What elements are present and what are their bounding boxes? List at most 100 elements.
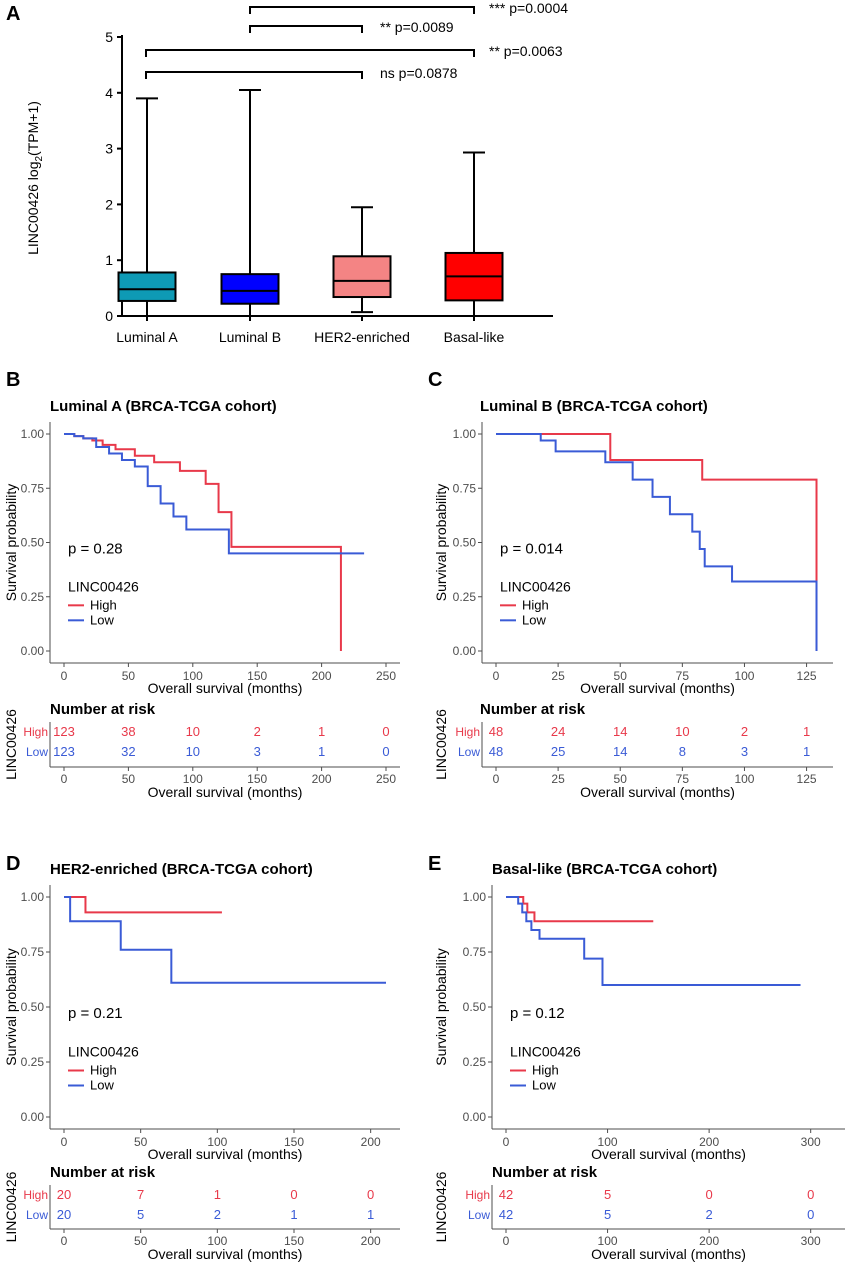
y-tick-label: 0.75: [21, 481, 45, 495]
risk-value: 0: [382, 724, 389, 739]
box-2: [220, 273, 280, 305]
risk-value: 1: [318, 724, 325, 739]
risk-x-tick-label: 50: [134, 1234, 148, 1248]
risk-value: 2: [254, 724, 261, 739]
y-axis-label: LINC00426 log2(TPM+1): [25, 101, 45, 255]
significance-bracket: [249, 25, 363, 33]
risk-table-title: Number at risk: [50, 701, 156, 718]
panel-letter-c: C: [428, 369, 442, 391]
x-tick-label: 100: [734, 669, 754, 683]
risk-table-title: Number at risk: [50, 1164, 156, 1181]
y-tick-label: 3: [105, 141, 113, 157]
risk-y-axis-label: LINC00426: [433, 709, 449, 780]
risk-x-tick-label: 0: [61, 1234, 68, 1248]
risk-x-tick-label: 0: [61, 772, 68, 786]
y-tick-label: 0.50: [21, 1000, 45, 1014]
x-tick-label: 250: [376, 669, 396, 683]
panel-letter-a: A: [6, 3, 20, 25]
risk-group-label-high: High: [23, 1188, 48, 1202]
risk-value: 20: [57, 1187, 71, 1202]
risk-value: 0: [706, 1187, 713, 1202]
y-tick-label: 0.75: [21, 945, 45, 959]
risk-y-axis-label: LINC00426: [433, 1171, 449, 1242]
risk-value: 1: [318, 744, 325, 759]
y-axis-label-sub: 2: [34, 156, 45, 162]
panel-letter-b: B: [6, 369, 20, 391]
risk-x-tick-label: 75: [676, 772, 690, 786]
y-tick-label: 0.50: [453, 536, 477, 550]
x-tick-label: 150: [247, 669, 267, 683]
y-tick-label: 0.00: [21, 644, 45, 658]
x-tick-label: 50: [122, 669, 136, 683]
y-tick-label: 1.00: [21, 427, 45, 441]
significance-label: ** p=0.0063: [489, 43, 563, 59]
risk-value: 0: [367, 1187, 374, 1202]
x-tick-label: 100: [207, 1135, 227, 1149]
y-tick-label: 0.00: [21, 1110, 45, 1124]
x-tick-label: 50: [134, 1135, 148, 1149]
legend-label-low: Low: [522, 612, 546, 627]
y-tick-label: 0.25: [21, 1055, 45, 1069]
x-tick-label: 75: [676, 669, 690, 683]
risk-value: 1: [803, 744, 810, 759]
x-axis-label: Overall survival (months): [148, 680, 303, 696]
risk-table-title: Number at risk: [492, 1164, 598, 1181]
risk-value: 0: [382, 744, 389, 759]
risk-value: 123: [53, 724, 75, 739]
km-panel-e: Basal-like (BRCA-TCGA cohort) 0.00 0.25 0.5…: [433, 861, 845, 1262]
risk-x-tick-label: 200: [361, 1234, 381, 1248]
p-value-label: p = 0.28: [68, 540, 123, 557]
risk-x-tick-label: 250: [376, 772, 396, 786]
risk-group-label-high: High: [465, 1188, 490, 1202]
risk-value: 10: [675, 724, 689, 739]
x-tick-label: Luminal B: [219, 329, 281, 345]
risk-value: 123: [53, 744, 75, 759]
significance-label: *** p=0.0004: [489, 0, 568, 16]
x-tick-label: 0: [61, 669, 68, 683]
p-value-label: p = 0.014: [500, 540, 563, 557]
risk-value: 0: [290, 1187, 297, 1202]
risk-value: 1: [290, 1207, 297, 1222]
x-tick-label: 100: [598, 1135, 618, 1149]
legend-label-low: Low: [532, 1078, 556, 1093]
risk-x-tick-label: 100: [183, 772, 203, 786]
risk-x-tick-label: 100: [734, 772, 754, 786]
risk-value: 5: [604, 1187, 611, 1202]
legend-label-high: High: [532, 1063, 559, 1078]
risk-value: 14: [613, 724, 627, 739]
risk-value: 32: [121, 744, 135, 759]
legend-label-high: High: [90, 1063, 117, 1078]
risk-value: 25: [551, 744, 565, 759]
risk-value: 8: [679, 744, 686, 759]
panel-title: Luminal A (BRCA-TCGA cohort): [50, 398, 277, 415]
risk-x-tick-label: 50: [614, 772, 628, 786]
risk-value: 2: [214, 1207, 221, 1222]
risk-value: 0: [807, 1207, 814, 1222]
risk-x-tick-label: 100: [598, 1234, 618, 1248]
risk-value: 3: [741, 744, 748, 759]
risk-x-tick-label: 150: [284, 1234, 304, 1248]
x-tick-label: 100: [183, 669, 203, 683]
risk-x-tick-label: 0: [493, 772, 500, 786]
x-axis-label: Overall survival (months): [148, 1146, 303, 1162]
risk-x-tick-label: 200: [312, 772, 332, 786]
x-tick-label: 300: [801, 1135, 821, 1149]
significance-bracket: [145, 71, 363, 79]
risk-x-tick-label: 50: [122, 772, 136, 786]
legend-label-low: Low: [90, 1078, 114, 1093]
p-value-label: p = 0.21: [68, 1005, 123, 1022]
box-3: [332, 255, 392, 299]
risk-x-tick-label: 100: [207, 1234, 227, 1248]
risk-value: 42: [499, 1187, 513, 1202]
y-tick-label: 1.00: [21, 890, 45, 904]
risk-value: 24: [551, 724, 565, 739]
risk-x-tick-label: 125: [797, 772, 817, 786]
risk-x-tick-label: 300: [801, 1234, 821, 1248]
panel-letter-e: E: [428, 853, 441, 875]
x-tick-label: 200: [699, 1135, 719, 1149]
y-tick-label: 0.75: [463, 945, 487, 959]
y-tick-label: 1: [105, 252, 113, 268]
risk-value: 20: [57, 1207, 71, 1222]
